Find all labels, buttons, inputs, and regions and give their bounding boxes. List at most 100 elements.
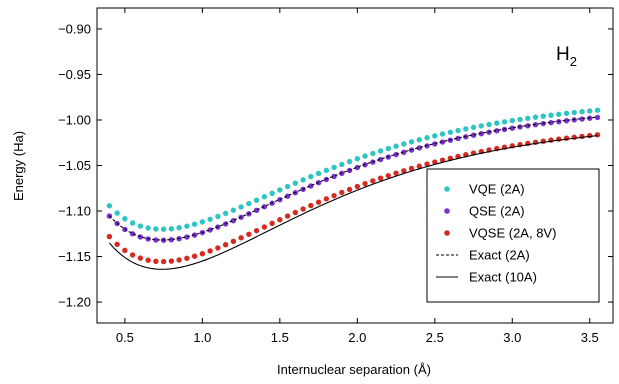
data-point [315,199,322,205]
legend-box [426,168,600,303]
data-point [424,135,430,141]
data-point [393,170,399,176]
series-3 [109,116,598,241]
data-point [455,127,461,134]
data-point [261,194,268,200]
x-tick-label: 3.5 [581,330,599,345]
x-tick-label: 2.5 [426,330,444,345]
data-point [478,123,484,129]
data-point [137,255,144,261]
data-point [230,207,237,213]
data-point [571,134,577,140]
data-point [346,186,353,193]
data-point [230,238,237,245]
series-line [109,116,598,241]
data-point [432,133,438,139]
data-point [401,141,407,147]
molecule-label-main: H [556,44,570,65]
x-tick-label: 2.0 [348,330,366,345]
data-point [191,221,198,227]
data-point [556,136,562,142]
data-point [160,258,167,265]
data-point [470,124,477,131]
data-point [269,190,275,197]
data-point [393,151,399,158]
data-point [362,180,368,187]
data-point [408,165,415,172]
legend-marker [444,186,450,192]
data-point [439,131,446,137]
data-point [145,257,151,263]
data-point [416,163,423,169]
data-point [222,241,229,248]
data-point [114,210,120,216]
y-tick-label: −0.95 [58,67,91,82]
data-point [284,213,291,219]
data-point [323,167,330,174]
data-point [323,196,330,202]
data-point [339,189,345,196]
data-point [525,115,531,121]
legend-label: VQE (2A) [469,182,525,197]
y-axis-label: Energy (Ha) [11,131,26,201]
data-point [253,227,260,234]
legend-label: Exact (2A) [469,248,530,263]
data-point [486,121,492,128]
data-point [594,132,601,138]
legend-marker [444,230,450,236]
data-point [470,132,477,138]
data-point [269,220,275,227]
data-point [579,116,585,122]
y-tick-label: −1.20 [58,295,91,310]
x-tick-label: 1.5 [271,330,289,345]
data-point [416,145,423,151]
data-point [594,107,601,113]
data-point [401,168,407,174]
data-point [207,248,213,254]
data-point [401,149,407,156]
data-point [137,223,144,229]
data-point [122,216,128,222]
data-point [153,226,159,232]
x-tick-label: 1.0 [193,330,211,345]
data-point [246,200,252,207]
data-point [153,258,159,264]
data-point [300,177,306,183]
data-point [168,258,175,264]
x-axis-label: Internuclear separation (Å) [277,362,431,377]
data-point [284,183,291,190]
data-point [494,128,500,134]
data-point [207,216,213,222]
y-tick-label: −1.15 [58,249,91,264]
data-point [308,173,314,180]
data-point [556,111,562,117]
data-point [447,129,453,135]
data-point [261,224,268,230]
molecule-label-sub: 2 [570,54,577,69]
data-point [540,113,546,119]
data-point [331,192,337,199]
data-point [494,120,500,126]
data-point [308,202,314,209]
data-point [370,178,376,184]
data-point [439,139,446,145]
data-point [587,108,593,114]
data-point [563,135,570,141]
data-point [199,219,206,225]
data-point [122,247,128,254]
data-point [315,170,322,177]
series-4 [108,135,598,270]
data-point [579,133,585,140]
legend-marker [444,208,450,214]
data-point [160,226,167,232]
data-point [548,112,554,118]
data-point [377,175,384,181]
x-tick-label: 3.0 [503,330,521,345]
series-layer [106,107,601,270]
data-point [246,231,252,237]
data-point [253,197,260,203]
data-point [509,125,515,131]
data-point [114,241,120,248]
data-point [377,148,384,154]
